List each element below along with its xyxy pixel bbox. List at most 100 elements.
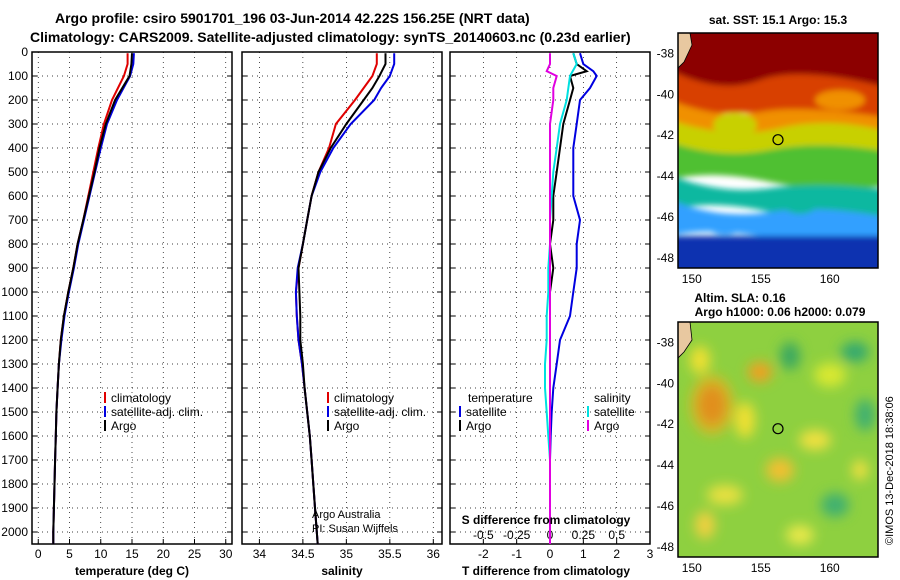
s-tick-label: 0.5: [608, 528, 625, 542]
map-x-tick-label: 150: [682, 272, 702, 286]
y-tick-label: 600: [8, 189, 28, 203]
sla-map: [678, 322, 878, 557]
temperature-xlabel: temperature (deg C): [75, 564, 189, 578]
salinity-xlabel: salinity: [321, 564, 363, 578]
sst-map-frame: [677, 32, 879, 269]
y-tick-label: 0: [21, 45, 28, 59]
sst-field: [678, 33, 878, 268]
t-difference-xlabel: T difference from climatology: [462, 564, 630, 578]
legend-label-s-satellite: satellite: [594, 405, 635, 419]
data-series: [52, 52, 598, 545]
series-line-argo: [52, 53, 133, 544]
map-y-tick-label: -48: [657, 540, 675, 554]
map-y-tick-label: -38: [657, 46, 675, 60]
map-y-tick-label: -38: [657, 335, 675, 349]
y-tick-label: 2000: [1, 525, 28, 539]
x-tick-label: 5: [66, 547, 73, 561]
x-tick-label: 34.5: [291, 547, 315, 561]
x-tick-label: 10: [94, 547, 108, 561]
legend-label-argo: Argo: [334, 419, 360, 433]
legend-label-argo: Argo: [111, 419, 137, 433]
legend-label-climatology: climatology: [111, 391, 171, 405]
series-line-t-satellite: [549, 52, 598, 544]
legend-label-satellite: satellite-adj. clim.: [334, 405, 426, 419]
y-tick-label: 500: [8, 165, 28, 179]
title-line-2: Climatology: CARS2009. Satellite-adjuste…: [30, 29, 631, 45]
coastline-land: [678, 322, 693, 359]
map-y-tick-label: -42: [657, 128, 675, 142]
x-tick-label: 0: [35, 547, 42, 561]
salinity-legend: climatology satellite-adj. clim. Argo: [327, 391, 426, 433]
x-tick-label: 20: [157, 547, 171, 561]
x-tick-label: 2: [613, 547, 620, 561]
series-line-climatology: [294, 53, 378, 545]
x-tick-label: 34: [253, 547, 267, 561]
credit-text: Argo Australia: [312, 509, 381, 521]
x-tick-label: 35: [340, 547, 354, 561]
x-tick-label: 30: [219, 547, 233, 561]
series-line-argo: [297, 53, 387, 545]
watermark: ©IMOS 13-Dec-2018 18:38:06: [884, 396, 896, 545]
legend-label-s-argo: Argo: [594, 419, 620, 433]
map-y-tick-label: -44: [657, 169, 675, 183]
y-tick-label: 1200: [1, 333, 28, 347]
series-line-climatology: [52, 53, 129, 544]
y-tick-label: 1600: [1, 429, 28, 443]
legend-label-t-satellite: satellite: [466, 405, 507, 419]
map-x-tick-label: 160: [820, 561, 840, 575]
x-tick-label: 25: [188, 547, 202, 561]
sst-map: [678, 33, 878, 268]
map-y-tick-label: -42: [657, 417, 675, 431]
y-tick-label: 1300: [1, 357, 28, 371]
legend-title-salinity: salinity: [594, 391, 631, 405]
y-tick-label: 1700: [1, 453, 28, 467]
x-tick-label: 3: [647, 547, 654, 561]
legend-label-t-argo: Argo: [466, 419, 492, 433]
sst-map-title: sat. SST: 15.1 Argo: 15.3: [709, 13, 848, 27]
argo-position-marker: [772, 423, 784, 435]
y-tick-label: 1800: [1, 477, 28, 491]
map-x-tick-label: 155: [751, 272, 771, 286]
y-tick-label: 1100: [2, 309, 28, 323]
x-tick-label: 35.5: [378, 547, 402, 561]
y-tick-label: 1500: [1, 405, 28, 419]
map-y-tick-label: -46: [657, 499, 675, 513]
title-line-1: Argo profile: csiro 5901701_196 03-Jun-2…: [55, 10, 530, 26]
coastline-land: [678, 33, 693, 69]
map-x-tick-label: 150: [682, 561, 702, 575]
legend-label-satellite: satellite-adj. clim.: [111, 405, 203, 419]
y-tick-label: 300: [8, 117, 28, 131]
map-x-tick-label: 160: [820, 272, 840, 286]
s-tick-label: -0.5: [473, 528, 494, 542]
map-y-tick-label: -40: [657, 87, 675, 101]
series-line-s-argo: [545, 53, 558, 544]
legend-title-temperature: temperature: [468, 391, 533, 405]
map-y-tick-label: -48: [657, 251, 675, 265]
x-tick-label: 15: [125, 547, 139, 561]
y-tick-label: 200: [8, 93, 28, 107]
difference-legend: temperature salinity satellite Argo sate…: [459, 391, 635, 433]
map-y-tick-label: -40: [657, 376, 675, 390]
pi-text: PI: Susan Wijffels: [312, 523, 398, 535]
sla-map-title: Altim. SLA: 0.16: [694, 291, 786, 305]
x-tick-label: -1: [511, 547, 522, 561]
series-line-t-argo: [548, 52, 589, 544]
y-tick-label: 800: [8, 237, 28, 251]
sla-map-subtitle: Argo h1000: 0.06 h2000: 0.079: [695, 305, 866, 319]
map-y-tick-label: -46: [657, 210, 675, 224]
y-tick-label: 700: [8, 213, 28, 227]
legend-label-climatology: climatology: [334, 391, 394, 405]
sla-field: [690, 342, 875, 545]
y-tick-label: 1400: [1, 381, 28, 395]
y-tick-label: 100: [8, 69, 28, 83]
argo-position-marker: [772, 134, 784, 146]
x-tick-label: 36: [427, 547, 441, 561]
map-x-tick-label: 155: [751, 561, 771, 575]
x-tick-label: 0: [547, 547, 554, 561]
salinity-plot-frame: [241, 51, 443, 545]
map-y-tick-label: -44: [657, 458, 675, 472]
y-tick-label: 900: [8, 261, 28, 275]
series-line-satellite-adj-clim-: [52, 53, 135, 544]
sla-map-frame: [677, 321, 879, 558]
